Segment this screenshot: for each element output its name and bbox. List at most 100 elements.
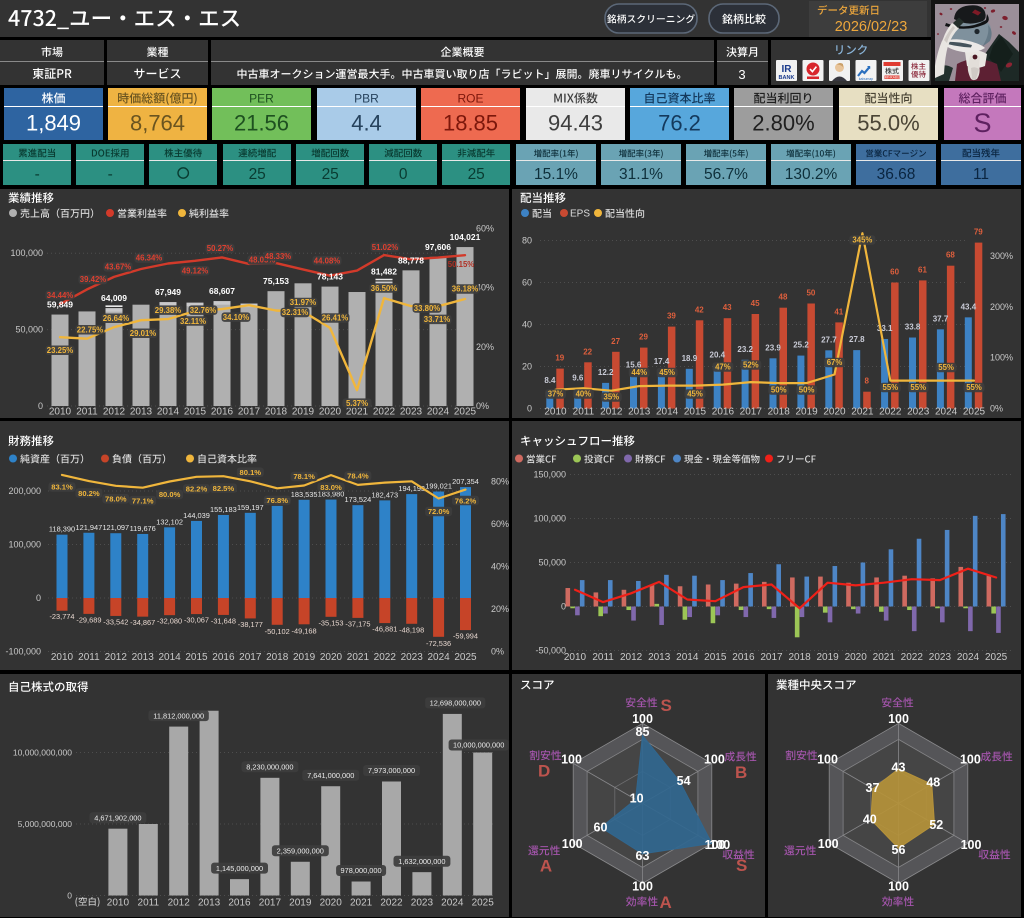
svg-text:345%: 345% <box>852 236 872 245</box>
svg-text:2010: 2010 <box>544 407 567 418</box>
svg-text:2025: 2025 <box>454 652 477 663</box>
svg-text:2020: 2020 <box>845 652 868 663</box>
svg-text:11,812,000,000: 11,812,000,000 <box>153 711 204 720</box>
svg-text:76.8%: 76.8% <box>266 496 288 505</box>
svg-text:2014: 2014 <box>676 652 699 663</box>
svg-text:80.1%: 80.1% <box>240 468 262 477</box>
svg-text:-50,102: -50,102 <box>265 627 290 636</box>
svg-text:60: 60 <box>890 268 899 277</box>
svg-text:2023: 2023 <box>400 407 423 418</box>
svg-text:29.01%: 29.01% <box>130 329 157 338</box>
svg-text:33.8: 33.8 <box>905 323 921 332</box>
svg-text:100: 100 <box>960 752 981 766</box>
svg-text:100: 100 <box>704 752 725 766</box>
svg-text:100: 100 <box>632 712 653 726</box>
svg-text:2017: 2017 <box>259 898 282 909</box>
svg-text:199,021: 199,021 <box>425 482 452 491</box>
svg-text:36.68: 36.68 <box>876 166 915 183</box>
svg-text:2023: 2023 <box>907 407 930 418</box>
svg-text:45: 45 <box>751 299 760 308</box>
svg-text:0%: 0% <box>990 404 1003 414</box>
svg-text:-23,774: -23,774 <box>49 612 74 621</box>
svg-text:2022: 2022 <box>901 652 924 663</box>
svg-text:39.42%: 39.42% <box>80 275 107 284</box>
svg-text:207,354: 207,354 <box>452 477 479 486</box>
svg-text:15.6: 15.6 <box>626 361 642 370</box>
svg-text:2022: 2022 <box>380 898 403 909</box>
svg-text:50%: 50% <box>799 386 815 395</box>
svg-text:45%: 45% <box>659 368 675 377</box>
svg-text:50,000: 50,000 <box>538 558 566 568</box>
svg-text:155,183: 155,183 <box>210 505 237 514</box>
svg-text:12,698,000,000: 12,698,000,000 <box>430 699 481 708</box>
svg-text:78.0%: 78.0% <box>105 495 127 504</box>
svg-text:48.33%: 48.33% <box>265 252 292 261</box>
svg-text:-59,994: -59,994 <box>453 632 478 641</box>
svg-text:2026/02/23: 2026/02/23 <box>835 19 908 35</box>
svg-text:2013: 2013 <box>198 898 221 909</box>
svg-text:52: 52 <box>929 818 943 832</box>
svg-text:97,606: 97,606 <box>425 242 451 252</box>
svg-text:2015: 2015 <box>184 407 207 418</box>
svg-text:2010: 2010 <box>51 652 74 663</box>
svg-text:2013: 2013 <box>132 652 155 663</box>
svg-text:IR: IR <box>782 64 793 75</box>
svg-text:36.50%: 36.50% <box>371 284 398 293</box>
svg-text:1,145,000,000: 1,145,000,000 <box>216 864 263 873</box>
svg-text:0%: 0% <box>491 647 504 657</box>
svg-text:32.76%: 32.76% <box>190 306 217 315</box>
svg-text:83.0%: 83.0% <box>320 483 342 492</box>
svg-text:2024: 2024 <box>441 898 464 909</box>
svg-text:40%: 40% <box>576 390 592 399</box>
svg-text:-49,168: -49,168 <box>292 626 317 635</box>
svg-text:2010: 2010 <box>49 407 72 418</box>
svg-text:182,473: 182,473 <box>371 490 398 499</box>
svg-text:20%: 20% <box>491 604 509 614</box>
svg-text:50: 50 <box>806 289 815 298</box>
svg-text:104,021: 104,021 <box>450 232 481 242</box>
svg-text:36.18%: 36.18% <box>452 285 479 294</box>
svg-text:2011: 2011 <box>78 652 100 663</box>
svg-text:-34,867: -34,867 <box>130 618 155 627</box>
svg-text:2020: 2020 <box>823 407 846 418</box>
svg-text:37%: 37% <box>548 390 564 399</box>
svg-text:80: 80 <box>522 236 532 246</box>
svg-text:2022: 2022 <box>879 407 902 418</box>
svg-text:2022: 2022 <box>373 407 396 418</box>
svg-text:2016: 2016 <box>212 652 235 663</box>
svg-text:A: A <box>659 893 671 912</box>
svg-text:100%: 100% <box>990 353 1013 363</box>
svg-text:2014: 2014 <box>656 407 679 418</box>
svg-text:17.4: 17.4 <box>654 357 670 366</box>
svg-text:S: S <box>661 696 672 715</box>
svg-text:18.9: 18.9 <box>682 354 698 363</box>
svg-text:2013: 2013 <box>648 652 671 663</box>
svg-text:1,849: 1,849 <box>25 111 80 136</box>
svg-text:132,102: 132,102 <box>156 517 183 526</box>
svg-text:EPS: EPS <box>570 209 590 220</box>
svg-text:2021: 2021 <box>346 407 369 418</box>
svg-text:194,193: 194,193 <box>398 484 425 493</box>
svg-text:0: 0 <box>527 404 532 414</box>
svg-text:22: 22 <box>583 347 592 356</box>
svg-text:27.8: 27.8 <box>849 335 865 344</box>
svg-text:2016: 2016 <box>712 407 735 418</box>
svg-text:88,778: 88,778 <box>398 255 424 265</box>
svg-text:20%: 20% <box>476 342 494 352</box>
svg-text:43.4: 43.4 <box>961 302 977 311</box>
svg-text:100: 100 <box>818 837 839 851</box>
svg-text:68: 68 <box>946 251 955 260</box>
svg-text:2023: 2023 <box>411 898 434 909</box>
svg-text:25: 25 <box>248 166 265 183</box>
svg-text:59,849: 59,849 <box>47 300 73 310</box>
svg-text:45%: 45% <box>687 390 703 399</box>
svg-text:41: 41 <box>834 307 843 316</box>
svg-text:2010: 2010 <box>107 898 130 909</box>
svg-text:100: 100 <box>888 880 909 894</box>
svg-text:2020: 2020 <box>320 898 343 909</box>
svg-text:75,153: 75,153 <box>263 276 289 286</box>
svg-text:55%: 55% <box>966 383 982 392</box>
svg-text:31.97%: 31.97% <box>290 298 317 307</box>
svg-text:33.71%: 33.71% <box>424 315 451 324</box>
svg-text:48: 48 <box>926 776 940 790</box>
